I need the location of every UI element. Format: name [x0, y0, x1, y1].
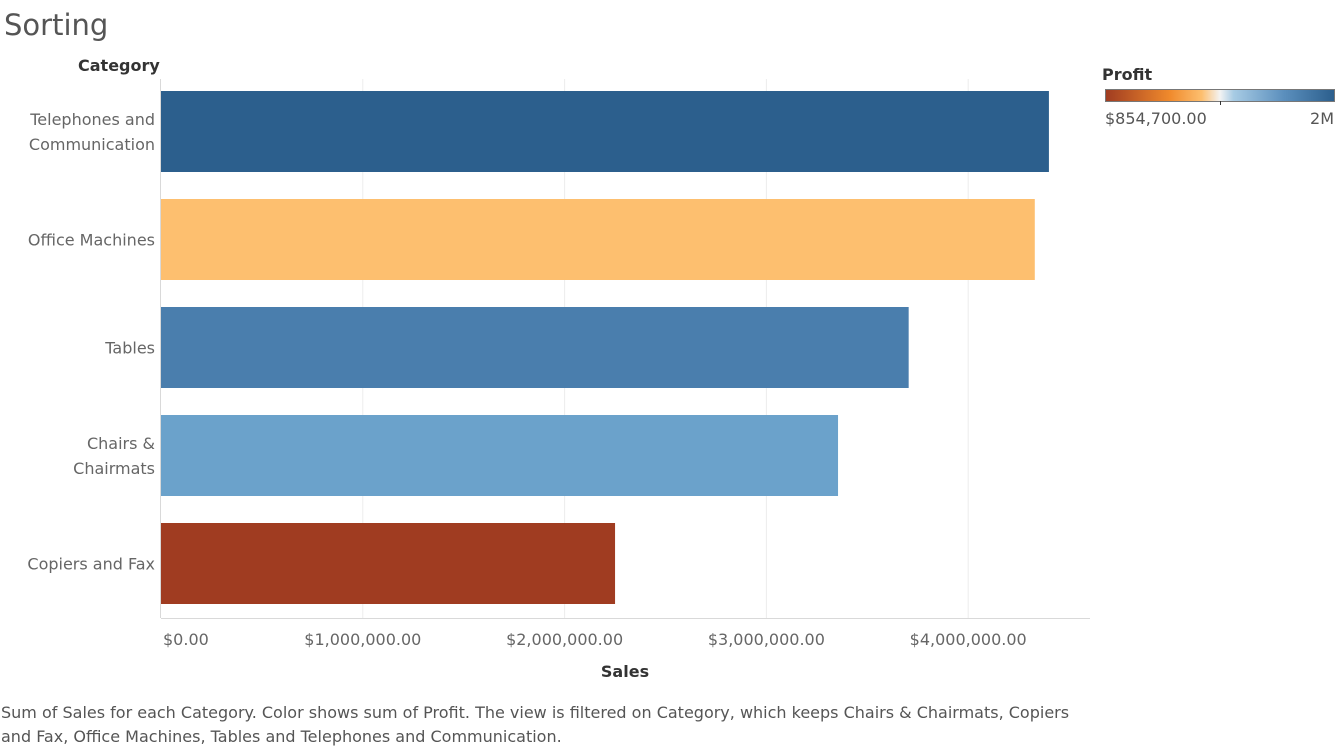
- x-tick-label: $3,000,000.00: [708, 630, 825, 649]
- legend-min-label: $854,700.00: [1105, 109, 1207, 128]
- chart-caption: Sum of Sales for each Category. Color sh…: [1, 703, 1070, 746]
- x-tick-label: $0.00: [163, 630, 209, 649]
- legend-title: Profit: [1102, 65, 1153, 84]
- category-label: Chairmats: [73, 459, 155, 478]
- category-label: Communication: [29, 135, 155, 154]
- category-label: Telephones and: [29, 110, 155, 129]
- category-label: Office Machines: [28, 231, 155, 250]
- x-tick-label: $4,000,000.00: [910, 630, 1027, 649]
- category-label: Tables: [104, 339, 155, 358]
- row-header-category: Category: [78, 56, 160, 75]
- bar-chart: Telephones and Communication Office Machin…: [27, 79, 1090, 649]
- bar-chairs-chairmats[interactable]: [161, 415, 839, 496]
- legend-midpoint-tick: [1220, 101, 1221, 105]
- chart-title: Sorting: [4, 8, 109, 42]
- x-tick-label: $1,000,000.00: [304, 630, 421, 649]
- x-axis-title: Sales: [600, 662, 650, 681]
- legend-max-label: 2M: [1310, 109, 1334, 128]
- x-tick-label: $2,000,000.00: [506, 630, 623, 649]
- bar-copiers-and-fax[interactable]: [161, 523, 616, 604]
- category-label: Chairs &: [87, 434, 155, 453]
- category-label: Copiers and Fax: [27, 555, 155, 574]
- bar-tables[interactable]: [161, 307, 909, 388]
- bar-telephones-and-communication[interactable]: [161, 91, 1049, 172]
- bar-office-machines[interactable]: [161, 199, 1035, 280]
